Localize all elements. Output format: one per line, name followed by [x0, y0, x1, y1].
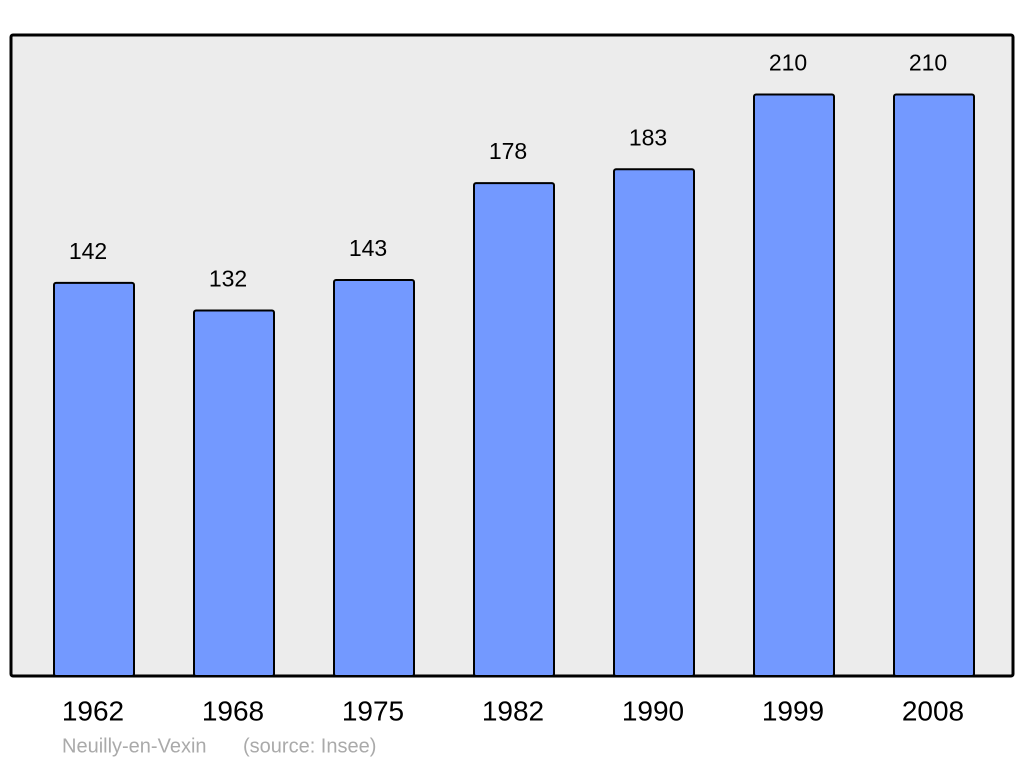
source: (source: Insee) — [243, 735, 376, 757]
bar — [333, 279, 415, 677]
caption: Neuilly-en-Vexin — [62, 735, 207, 757]
value-label: 142 — [69, 238, 107, 264]
x-tick-label: 1968 — [202, 695, 264, 726]
x-tick-label: 1982 — [482, 695, 544, 726]
value-label: 132 — [209, 266, 247, 292]
x-tick-label: 1990 — [622, 695, 684, 726]
value-label: 178 — [489, 138, 527, 164]
x-tick-label: 2008 — [902, 695, 964, 726]
bar — [193, 309, 275, 677]
value-label: 210 — [909, 50, 947, 76]
bar — [473, 182, 555, 677]
value-label: 183 — [629, 124, 667, 150]
bar — [613, 168, 695, 678]
bar — [53, 281, 135, 677]
bar — [893, 93, 975, 678]
x-tick-label: 1999 — [762, 695, 824, 726]
value-label: 143 — [349, 235, 387, 261]
x-tick-label: 1962 — [62, 695, 124, 726]
bar — [753, 93, 835, 678]
value-label: 210 — [769, 50, 807, 76]
x-tick-label: 1975 — [342, 695, 404, 726]
